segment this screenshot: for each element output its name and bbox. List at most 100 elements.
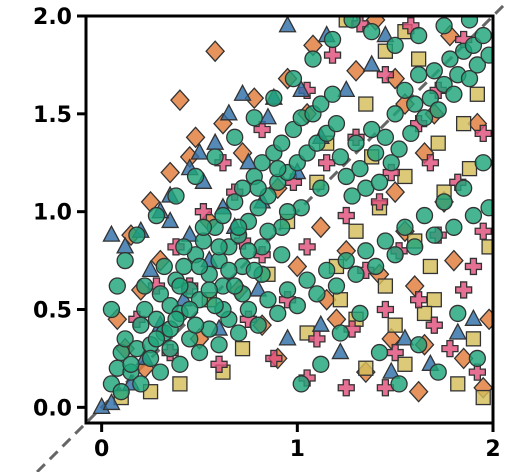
data-point-triangle (161, 211, 180, 229)
data-point-circle (292, 375, 310, 393)
data-point-circle (323, 30, 342, 49)
data-point-circle (122, 355, 140, 373)
data-point-circle (239, 300, 258, 319)
data-point-triangle (258, 107, 278, 125)
data-point-circle (409, 66, 428, 84)
data-point-circle (337, 167, 355, 186)
data-point-plus (376, 66, 395, 84)
data-point-diamond (346, 59, 366, 82)
data-point-circle (460, 69, 479, 88)
data-point-circle (435, 17, 453, 35)
data-point-circle (331, 324, 350, 342)
data-point-circle (147, 206, 166, 225)
data-point-square (475, 389, 491, 406)
y-tick-label: 1.5 (33, 103, 72, 128)
data-point-circle (245, 261, 263, 280)
data-point-diamond (381, 327, 402, 350)
data-point-square (332, 292, 349, 308)
data-point-plus (337, 379, 355, 397)
data-point-circle (415, 109, 434, 127)
data-point-diamond (479, 308, 493, 331)
data-point-plus (409, 291, 428, 309)
data-point-plus (468, 363, 486, 381)
data-point-triangle (382, 361, 401, 379)
data-point-circle (249, 199, 267, 217)
data-point-square (358, 360, 374, 376)
data-point-circle (415, 206, 434, 225)
data-point-plus (210, 355, 228, 373)
data-point-circle (269, 159, 287, 178)
data-point-plus (464, 257, 483, 276)
data-point-square (416, 305, 433, 322)
data-point-circle (366, 257, 385, 276)
data-point-square (450, 376, 466, 392)
data-point-circle (102, 300, 121, 319)
data-point-circle (464, 206, 483, 225)
data-point-triangle (239, 152, 258, 170)
data-point-circle (175, 238, 193, 256)
data-point-circle (226, 128, 244, 146)
data-point-circle (239, 242, 258, 260)
data-point-triangle (206, 132, 225, 150)
x-axis: 0 1 2 (94, 423, 501, 462)
data-point-circle (468, 349, 486, 368)
data-point-diamond (170, 89, 190, 112)
data-point-circle (273, 134, 291, 152)
data-point-circle (210, 336, 228, 354)
data-point-circle (460, 16, 479, 29)
data-point-triangle (464, 308, 483, 326)
x-tick-label: 0 (94, 437, 109, 462)
data-point-square (397, 168, 413, 185)
data-point-circle (214, 206, 232, 225)
data-point-plus (298, 238, 316, 256)
data-point-circle (363, 23, 381, 41)
data-point-circle (429, 101, 447, 119)
data-point-triangle (102, 224, 121, 242)
data-point-circle (278, 203, 297, 221)
data-point-circle (347, 265, 365, 283)
data-point-circle (445, 218, 463, 236)
x-tick-label: 1 (290, 437, 305, 462)
data-point-triangle (395, 328, 415, 346)
scatter-points (92, 16, 493, 414)
data-point-circle (175, 257, 193, 276)
data-point-circle (454, 179, 473, 197)
data-point-circle (147, 330, 166, 348)
data-point-plus (323, 46, 342, 64)
data-point-square (387, 317, 403, 333)
data-point-circle (357, 242, 375, 260)
data-point-plus (337, 206, 355, 225)
data-point-circle (308, 285, 326, 303)
data-point-circle (347, 134, 365, 152)
data-point-circle (449, 304, 467, 323)
data-point-circle (343, 187, 361, 205)
data-point-triangle (376, 25, 395, 43)
data-point-circle (155, 257, 173, 276)
data-point-square (358, 96, 374, 112)
data-point-circle (186, 316, 205, 334)
data-point-circle (337, 251, 355, 270)
data-point-circle (112, 383, 130, 401)
data-point-circle (132, 316, 150, 334)
data-point-circle (269, 304, 287, 323)
data-point-circle (249, 179, 267, 197)
data-point-circle (206, 296, 224, 315)
data-point-circle (409, 336, 428, 354)
data-point-circle (200, 281, 218, 299)
data-point-triangle (278, 16, 297, 33)
data-point-circle (312, 355, 330, 373)
data-point-circle (351, 159, 369, 178)
data-point-square (410, 51, 427, 67)
data-point-plus (441, 339, 459, 358)
data-point-triangle (292, 79, 311, 98)
data-point-circle (351, 304, 369, 323)
data-point-square (422, 258, 439, 275)
data-point-circle (396, 218, 414, 236)
data-point-circle (390, 140, 408, 158)
data-point-circle (474, 154, 492, 172)
data-point-plus (425, 316, 443, 334)
data-point-circle (278, 281, 297, 299)
data-point-circle (435, 193, 453, 211)
data-point-circle (474, 26, 492, 45)
